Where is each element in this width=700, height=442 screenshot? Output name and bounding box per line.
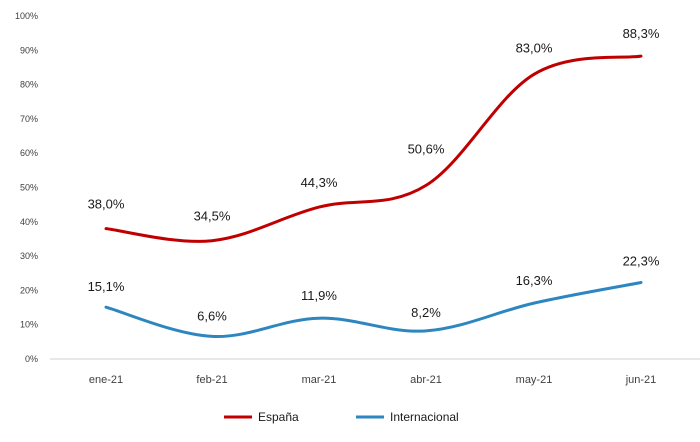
y-tick-label: 80% xyxy=(20,80,38,90)
data-label: 22,3% xyxy=(623,254,660,269)
data-point xyxy=(105,227,108,230)
data-point xyxy=(640,55,643,58)
data-point xyxy=(318,206,321,209)
x-tick-label: mar-21 xyxy=(302,374,337,386)
data-point xyxy=(211,335,214,338)
data-label: 88,3% xyxy=(623,26,660,41)
data-point xyxy=(425,329,428,332)
series-line-espana xyxy=(104,54,643,243)
data-label: 11,9% xyxy=(301,288,337,303)
y-tick-label: 20% xyxy=(20,285,38,295)
series-line-internacional xyxy=(104,281,643,338)
data-label: 6,6% xyxy=(197,308,227,323)
y-tick-label: 70% xyxy=(20,114,38,124)
y-tick-label: 90% xyxy=(20,45,38,55)
data-label: 44,3% xyxy=(301,175,338,190)
data-label: 8,2% xyxy=(411,305,441,320)
x-axis: ene-21 feb-21 mar-21 abr-21 may-21 jun-21 xyxy=(89,374,656,386)
y-tick-label: 30% xyxy=(20,251,38,261)
data-label: 15,1% xyxy=(88,279,125,294)
y-tick-label: 50% xyxy=(20,183,38,193)
y-axis: 0% 10% 20% 30% 40% 50% 60% 70% 80% 90% 100% xyxy=(15,11,38,364)
y-tick-label: 0% xyxy=(25,354,38,364)
data-point xyxy=(105,306,108,309)
data-label: 50,6% xyxy=(408,141,445,156)
x-tick-label: feb-21 xyxy=(196,374,227,386)
legend-label: Internacional xyxy=(390,410,459,424)
y-tick-label: 40% xyxy=(20,217,38,227)
data-point xyxy=(640,281,643,284)
y-tick-label: 10% xyxy=(20,320,38,330)
x-tick-label: abr-21 xyxy=(410,374,442,386)
legend: España Internacional xyxy=(224,410,459,424)
x-tick-label: jun-21 xyxy=(625,374,657,386)
data-label: 38,0% xyxy=(88,197,125,212)
y-tick-label: 60% xyxy=(20,148,38,158)
data-label: 34,5% xyxy=(194,209,231,224)
series-layer xyxy=(104,54,643,338)
legend-label: España xyxy=(258,410,299,424)
data-label: 16,3% xyxy=(516,273,553,288)
data-point xyxy=(533,302,536,305)
x-tick-label: may-21 xyxy=(516,374,553,386)
data-point xyxy=(533,73,536,76)
data-labels: 38,0% 34,5% 44,3% 50,6% 83,0% 88,3% 15,1% 6,6% 1… xyxy=(88,26,660,323)
x-tick-label: ene-21 xyxy=(89,374,123,386)
data-point xyxy=(425,184,428,187)
data-label: 83,0% xyxy=(516,40,553,55)
data-point xyxy=(211,239,214,242)
y-tick-label: 100% xyxy=(15,11,38,21)
data-point xyxy=(318,317,321,320)
